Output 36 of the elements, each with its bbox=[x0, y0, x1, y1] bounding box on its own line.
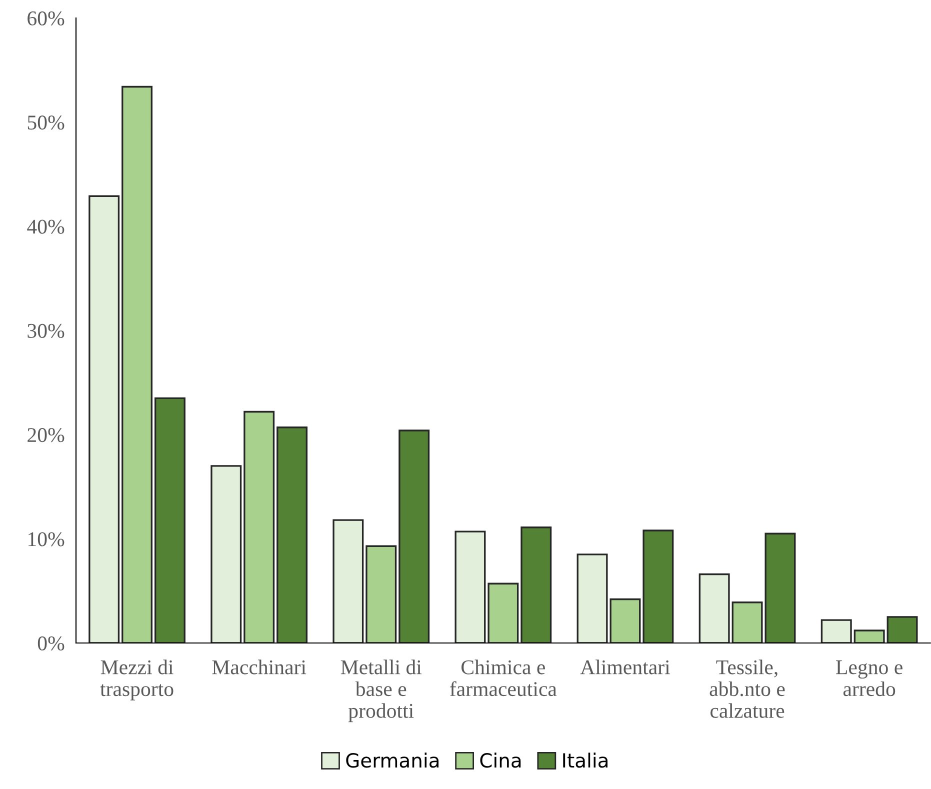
y-tick-label: 20% bbox=[28, 428, 64, 442]
bar bbox=[488, 582, 519, 643]
bar bbox=[88, 195, 120, 643]
bar bbox=[820, 619, 852, 643]
y-tick-label: 10% bbox=[28, 532, 64, 546]
bar bbox=[642, 530, 674, 643]
bar bbox=[398, 430, 430, 643]
bar bbox=[854, 630, 885, 643]
bar bbox=[886, 616, 918, 643]
x-tick-label: Alimentari bbox=[580, 660, 670, 674]
bar bbox=[276, 426, 308, 643]
y-tick-label: 40% bbox=[27, 220, 64, 234]
bar bbox=[454, 530, 486, 643]
x-tick-label: Metalli di base e prodotti bbox=[340, 660, 422, 722]
y-tick-label: 50% bbox=[28, 116, 64, 130]
bar bbox=[332, 519, 364, 643]
bar bbox=[520, 526, 552, 643]
y-tick-label: 0% bbox=[38, 636, 64, 650]
y-tick-label: 30% bbox=[28, 324, 64, 338]
bar bbox=[244, 410, 275, 643]
x-tick-label: Chimica e farmaceutica bbox=[450, 660, 557, 696]
bar bbox=[610, 598, 641, 643]
legend-label: Cina bbox=[480, 752, 521, 768]
x-tick-label: Mezzi di trasporto bbox=[100, 660, 174, 700]
x-tick-label: Tessile, abb.nto e calzature bbox=[710, 660, 785, 718]
legend-label: Germania bbox=[346, 752, 438, 768]
bar bbox=[576, 554, 608, 643]
x-tick-label: Legno e arredo bbox=[836, 660, 902, 696]
bar bbox=[210, 465, 242, 643]
bar bbox=[122, 86, 153, 643]
x-tick-label: Macchinari bbox=[212, 660, 306, 674]
y-tick-label: 60% bbox=[28, 11, 64, 26]
bar bbox=[366, 545, 397, 643]
bar bbox=[698, 573, 730, 643]
legend-label: Italia bbox=[563, 752, 608, 768]
bar bbox=[154, 397, 186, 643]
